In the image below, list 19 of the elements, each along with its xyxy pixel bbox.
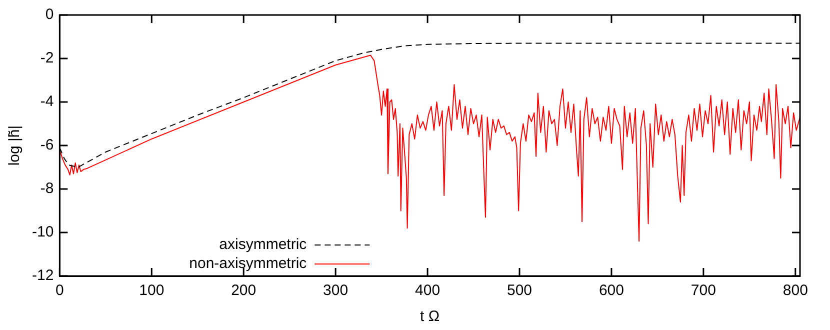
- x-axis-title: t Ω: [420, 308, 440, 326]
- y-axis-title: log |h̃|: [6, 125, 24, 166]
- x-tick-label: 800: [782, 282, 808, 300]
- x-tick-label: 100: [139, 282, 164, 300]
- y-tick-label: -10: [32, 224, 54, 241]
- y-tick-label: 0: [45, 6, 54, 24]
- y-tick-label: -2: [40, 50, 54, 67]
- x-tick-label: 300: [323, 282, 348, 300]
- y-tick-label: -4: [40, 93, 54, 110]
- x-tick-label: 400: [415, 282, 440, 300]
- x-tick-label: 500: [506, 282, 532, 300]
- legend-label: non-axisymmetric: [189, 255, 308, 272]
- x-tick-label: 600: [598, 282, 624, 300]
- y-tick-label: -12: [32, 267, 54, 284]
- legend-label: axisymmetric: [219, 236, 308, 254]
- x-tick-label: 200: [231, 282, 256, 300]
- y-tick-label: -6: [40, 136, 54, 154]
- x-tick-label: 700: [690, 282, 716, 300]
- y-tick-label: -8: [40, 180, 54, 198]
